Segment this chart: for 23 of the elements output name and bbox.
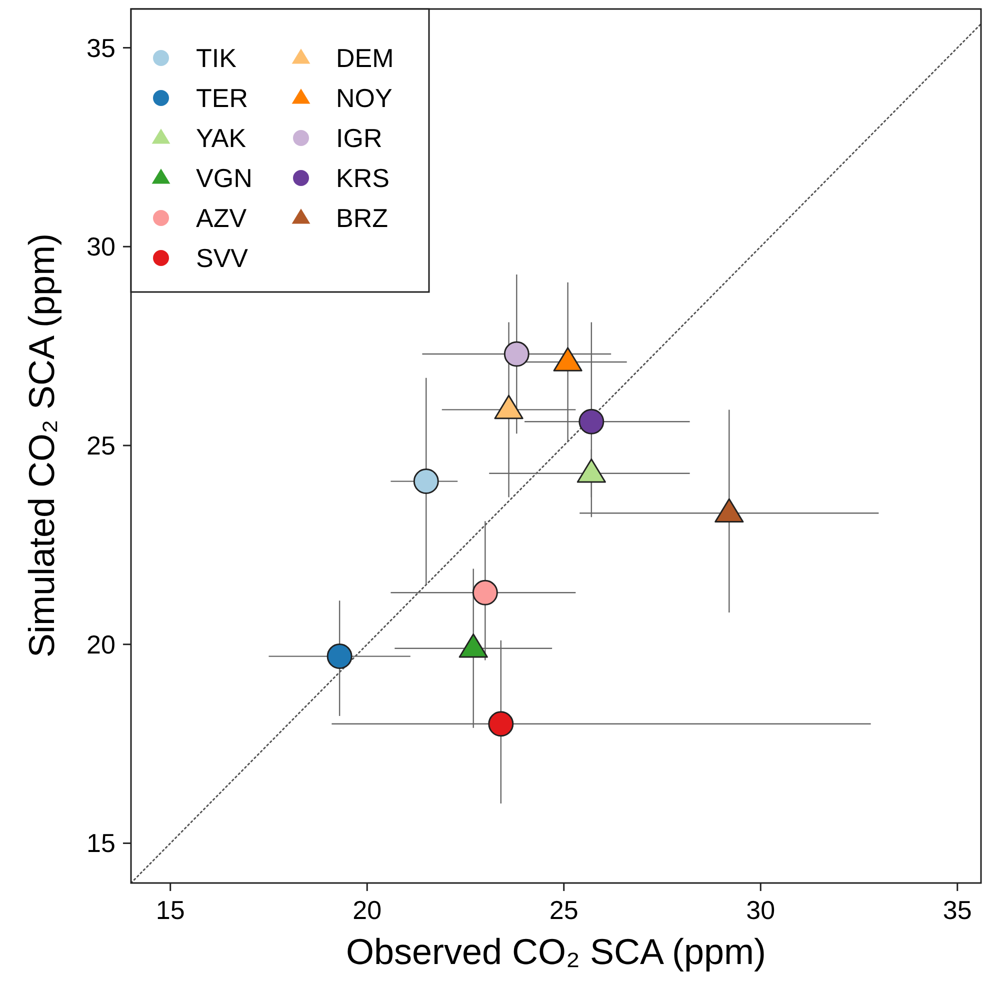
legend-label: BRZ xyxy=(336,203,388,233)
y-tick-label: 20 xyxy=(86,629,116,660)
legend-label: YAK xyxy=(196,123,247,153)
legend-label: VGN xyxy=(196,163,252,193)
y-tick-label: 35 xyxy=(86,32,116,63)
x-axis-title: Observed CO₂ SCA (ppm) xyxy=(346,931,766,972)
legend-label: NOY xyxy=(336,83,392,113)
x-tick-label: 15 xyxy=(156,895,185,925)
legend-label: DEM xyxy=(336,43,394,73)
legend-label: IGR xyxy=(336,123,382,153)
x-tick-label: 35 xyxy=(942,895,972,925)
legend-label: KRS xyxy=(336,163,390,193)
x-tick-label: 30 xyxy=(746,895,776,925)
x-tick-label: 25 xyxy=(549,895,578,925)
legend-label: TIK xyxy=(196,43,238,73)
y-tick-label: 30 xyxy=(86,232,116,262)
legend-label: SVV xyxy=(196,243,249,273)
y-axis-title: Simulated CO₂ SCA (ppm) xyxy=(21,233,62,658)
y-tick-label: 25 xyxy=(86,430,116,460)
legend-label: AZV xyxy=(196,203,248,233)
y-tick-label: 15 xyxy=(86,828,116,858)
x-tick-label: 20 xyxy=(352,895,382,925)
legend-label: TER xyxy=(196,83,248,113)
